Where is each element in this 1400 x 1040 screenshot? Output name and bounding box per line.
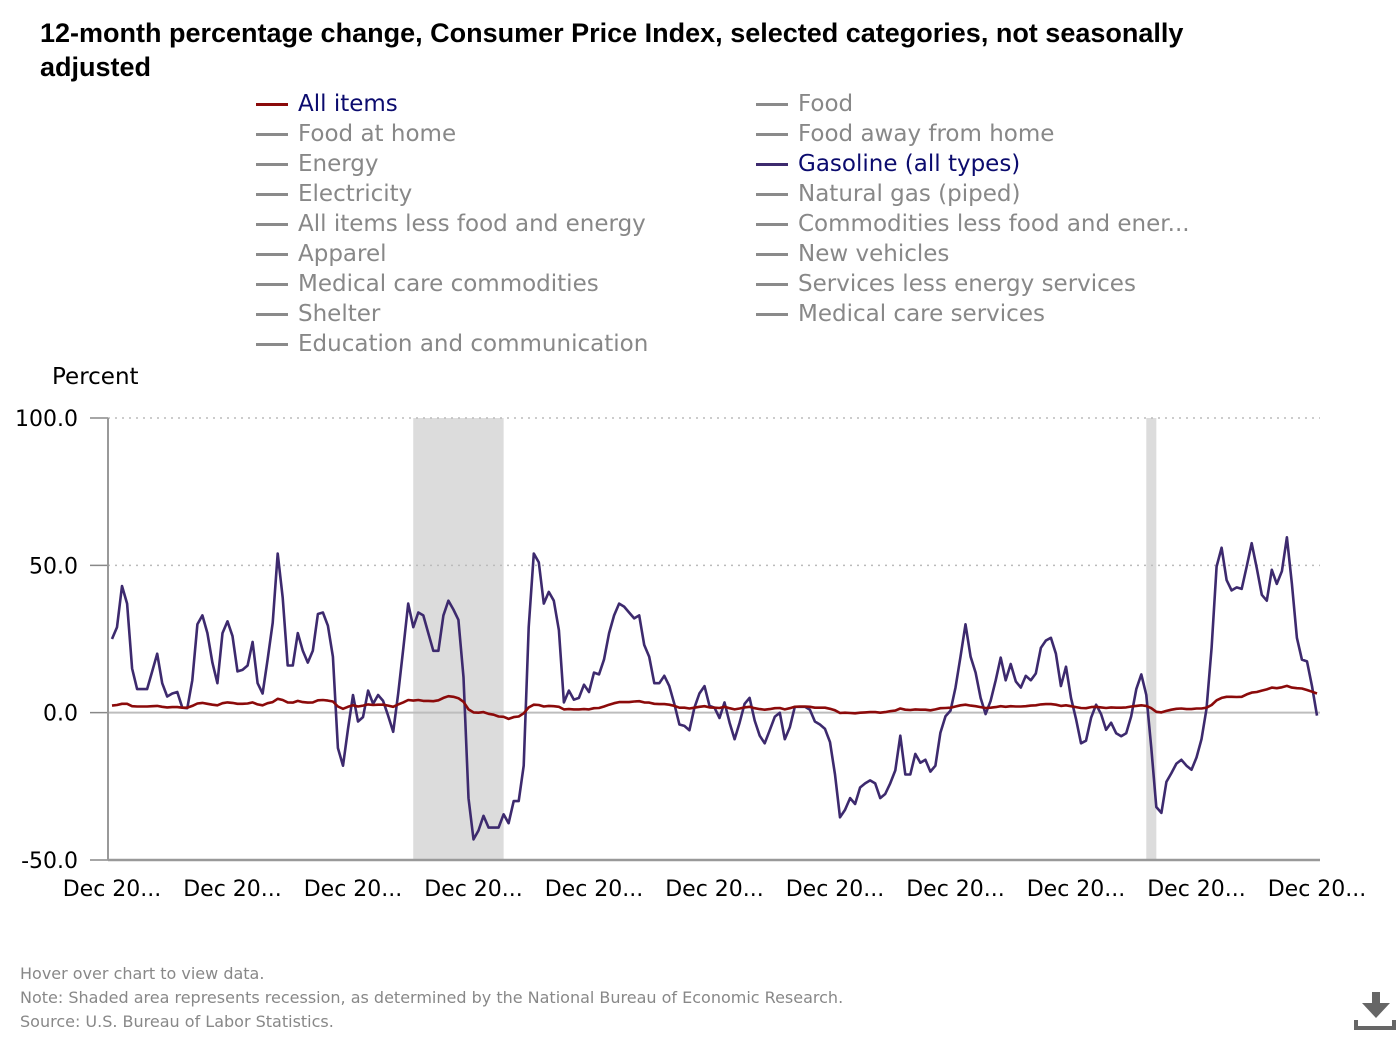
legend-swatch (256, 192, 288, 196)
legend-swatch (756, 222, 788, 226)
legend-item[interactable]: Services less energy services (756, 269, 1190, 299)
x-tick-label: Dec 20... (63, 877, 162, 902)
download-icon (1354, 992, 1396, 1030)
legend-label: All items less food and energy (298, 211, 646, 237)
y-tick-label: 50.0 (29, 554, 78, 579)
y-tick-label: 0.0 (43, 702, 78, 727)
x-tick-label: Dec 20... (1147, 877, 1246, 902)
y-tick-label: 100.0 (15, 407, 78, 432)
chart-plot[interactable]: 100.0 50.0 0.0 -50.0 Dec 20... Dec 20... Dec 2… (0, 0, 1400, 960)
legend-item[interactable]: Natural gas (piped) (756, 179, 1190, 209)
legend-swatch (256, 282, 288, 286)
legend-label: Electricity (298, 181, 413, 207)
legend-item[interactable]: New vehicles (756, 239, 1190, 269)
legend-label: Medical care services (798, 301, 1045, 327)
legend-swatch (756, 192, 788, 196)
chart-notes: Hover over chart to view data. Note: Sha… (20, 962, 843, 1034)
legend-label: Commodities less food and ener... (798, 211, 1190, 237)
legend-label: Gasoline (all types) (798, 151, 1021, 177)
legend-item[interactable]: Energy (256, 149, 648, 179)
legend-swatch (256, 342, 288, 346)
legend-item[interactable]: All items (256, 89, 648, 119)
chart-title: 12-month percentage change, Consumer Pri… (40, 18, 1184, 82)
x-tick-label: Dec 20... (906, 877, 1005, 902)
source-note: Source: U.S. Bureau of Labor Statistics. (20, 1012, 334, 1031)
legend-swatch (756, 132, 788, 136)
legend-item[interactable]: Food (756, 89, 1190, 119)
x-tick-label: Dec 20... (1027, 877, 1126, 902)
legend-item[interactable]: Medical care commodities (256, 269, 648, 299)
y-tick-label: -50.0 (21, 849, 78, 874)
legend-item[interactable]: Food away from home (756, 119, 1190, 149)
x-tick-label: Dec 20... (183, 877, 282, 902)
recession-shading (413, 418, 504, 860)
legend-label: Medical care commodities (298, 271, 599, 297)
download-button[interactable] (1352, 990, 1396, 1034)
legend-swatch (256, 162, 288, 166)
series-line-all-items (111, 684, 1318, 721)
legend-swatch (756, 282, 788, 286)
recession-note: Note: Shaded area represents recession, … (20, 988, 844, 1007)
y-axis-label: Percent (52, 364, 139, 390)
legend-item[interactable]: Electricity (256, 179, 648, 209)
legend-label: Shelter (298, 301, 381, 327)
legend-column-right: Food Food away from home Gasoline (all typ… (756, 89, 1190, 329)
x-tick-label: Dec 20... (424, 877, 523, 902)
legend-swatch (256, 132, 288, 136)
legend-item[interactable]: Apparel (256, 239, 648, 269)
legend-swatch (256, 312, 288, 316)
legend-label: Energy (298, 151, 379, 177)
legend-swatch (256, 102, 288, 106)
legend-swatch (256, 252, 288, 256)
x-tick-label: Dec 20... (1268, 877, 1367, 902)
legend-label: Food (798, 91, 854, 117)
x-tick-label: Dec 20... (304, 877, 403, 902)
legend-label: Food away from home (798, 121, 1055, 147)
legend-label: New vehicles (798, 241, 950, 267)
legend-label: Food at home (298, 121, 457, 147)
hover-hint: Hover over chart to view data. (20, 964, 265, 983)
legend-label: Apparel (298, 241, 387, 267)
legend-swatch (756, 312, 788, 316)
legend-label: All items (298, 91, 398, 117)
legend-item[interactable]: Commodities less food and ener... (756, 209, 1190, 239)
recession-shading (1146, 418, 1157, 860)
x-tick-label: Dec 20... (786, 877, 885, 902)
legend-item[interactable]: Medical care services (756, 299, 1190, 329)
legend-column-left: All items Food at home Energy Electricity Al… (256, 89, 648, 359)
x-tick-label: Dec 20... (545, 877, 644, 902)
legend-item[interactable]: Gasoline (all types) (756, 149, 1190, 179)
legend-item[interactable]: Education and communication (256, 329, 648, 359)
legend-label: Natural gas (piped) (798, 181, 1021, 207)
legend-label: Services less energy services (798, 271, 1136, 297)
legend-item[interactable]: Food at home (256, 119, 648, 149)
legend-swatch (256, 222, 288, 226)
legend-item[interactable]: All items less food and energy (256, 209, 648, 239)
legend-item[interactable]: Shelter (256, 299, 648, 329)
legend-swatch (756, 102, 788, 106)
x-tick-label: Dec 20... (665, 877, 764, 902)
legend-label: Education and communication (298, 331, 649, 357)
legend-swatch (756, 252, 788, 256)
legend-swatch (756, 162, 788, 166)
